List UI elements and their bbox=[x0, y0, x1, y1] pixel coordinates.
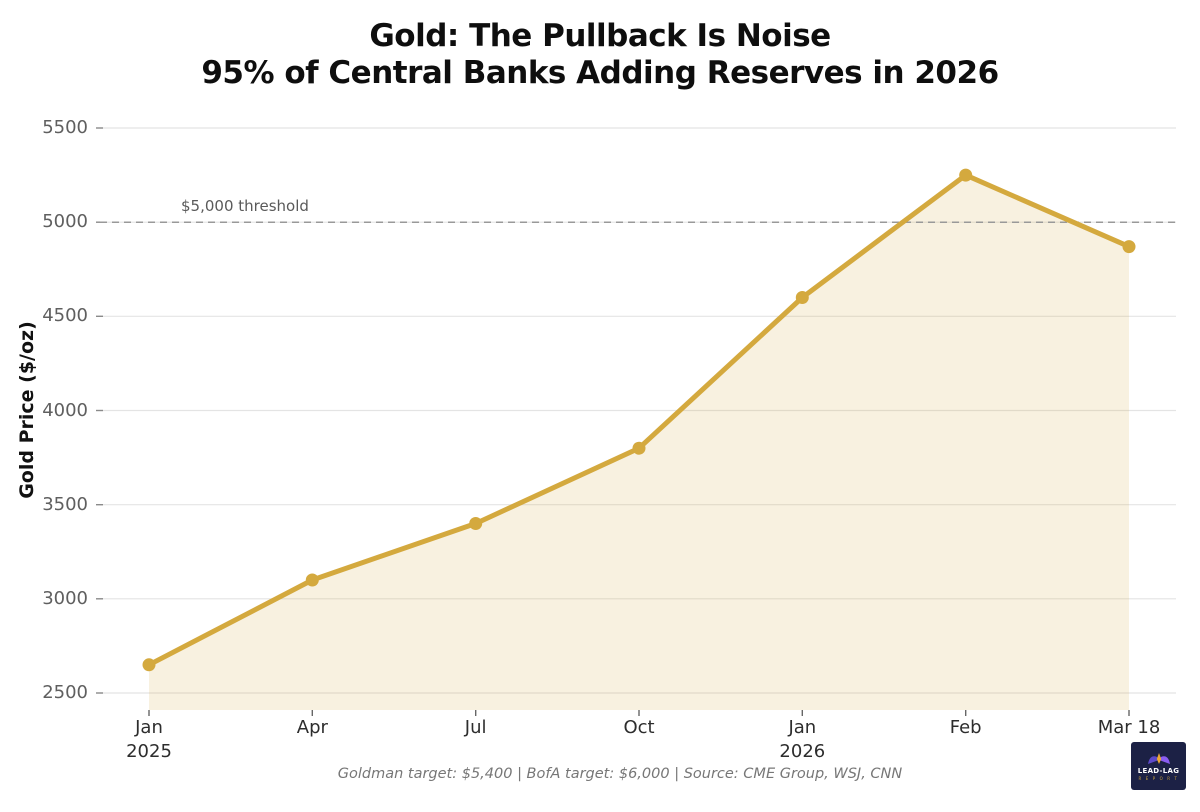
data-point bbox=[1122, 240, 1136, 254]
y-tick-label: 2500 bbox=[42, 682, 88, 703]
y-tick-label: 5500 bbox=[42, 117, 88, 138]
y-tick-label: 5000 bbox=[42, 211, 88, 233]
threshold-annotation: $5,000 threshold bbox=[181, 197, 309, 215]
chart-title-line1: Gold: The Pullback Is Noise bbox=[369, 18, 831, 54]
x-tick-label: Jan 2026 bbox=[779, 717, 826, 762]
data-point bbox=[632, 441, 646, 455]
data-point bbox=[469, 517, 483, 530]
logo-subtitle: R E P O R T bbox=[1138, 776, 1179, 781]
x-tick-label: Mar 18 bbox=[1097, 717, 1161, 738]
x-tick-label: Jul bbox=[464, 717, 487, 738]
chart-title: Gold: The Pullback Is Noise 95% of Centr… bbox=[0, 18, 1200, 92]
y-tick-label: 3500 bbox=[42, 493, 88, 515]
y-tick-label: 3000 bbox=[42, 587, 88, 609]
x-tick-label: Apr bbox=[296, 717, 328, 738]
data-point bbox=[305, 573, 319, 587]
y-tick-label: 4000 bbox=[42, 399, 88, 421]
data-point bbox=[959, 168, 973, 182]
lead-lag-report-logo: LEAD-LAG R E P O R T bbox=[1131, 742, 1186, 790]
phoenix-icon bbox=[1147, 753, 1170, 764]
source-footer: Goldman target: $5,400 | BofA target: $6… bbox=[337, 766, 903, 782]
chart-title-line2: 95% of Central Banks Adding Reserves in … bbox=[201, 55, 999, 91]
x-tick-label: Feb bbox=[949, 717, 982, 738]
x-tick-label: Jan 2025 bbox=[126, 717, 172, 762]
area-fill bbox=[149, 175, 1129, 711]
data-point bbox=[795, 291, 809, 304]
x-tick-label: Oct bbox=[623, 717, 655, 738]
logo-name: LEAD-LAG bbox=[1137, 767, 1180, 775]
y-tick-label: 4500 bbox=[42, 305, 88, 327]
data-point bbox=[142, 658, 156, 672]
